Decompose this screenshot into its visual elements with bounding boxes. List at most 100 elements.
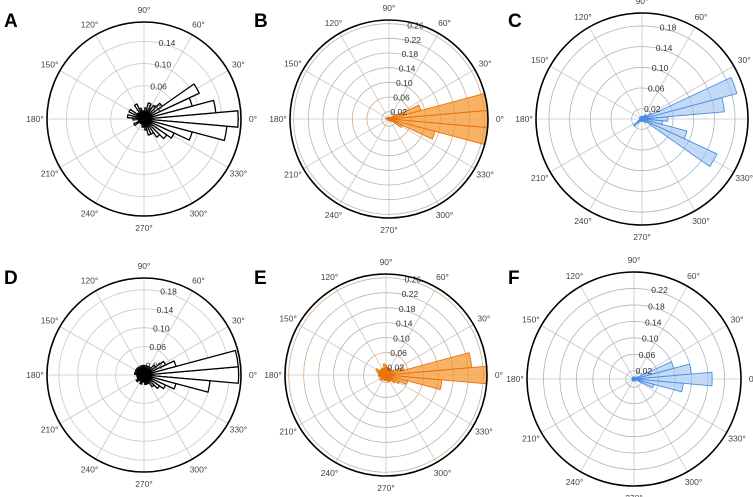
- angle-tick-label: 240°: [574, 216, 592, 226]
- grid-spoke: [143, 374, 193, 460]
- rose-bar: [385, 352, 473, 376]
- radial-tick-label: 0.10: [396, 78, 413, 88]
- angle-tick-label: 150°: [41, 316, 59, 326]
- grid-ring-overlay: [348, 337, 424, 413]
- grid-spoke: [385, 374, 437, 463]
- radial-tick-label: 0.18: [648, 301, 665, 311]
- rose-bar: [143, 110, 239, 128]
- rose-bar: [143, 374, 211, 393]
- angle-tick-label: 180°: [26, 370, 44, 380]
- radial-tick-label: 0.10: [155, 60, 172, 70]
- radial-tick-label: 0.10: [153, 324, 170, 334]
- grid-spoke: [298, 374, 387, 426]
- grid-spoke: [641, 65, 734, 120]
- radial-tick-label: 0.26: [407, 20, 424, 30]
- angle-tick-label: 330°: [476, 170, 494, 180]
- panel-letter: F: [508, 268, 520, 289]
- angle-tick-label: 30°: [232, 316, 245, 326]
- angle-tick-label: 90°: [383, 3, 396, 13]
- radial-tick-label: 0.18: [160, 286, 177, 296]
- polar-frame: [526, 271, 742, 487]
- radial-tick-label: 0.02: [644, 104, 661, 114]
- angle-tick-label: 270°: [625, 493, 643, 497]
- radial-tick-label: 0.10: [652, 63, 669, 73]
- grid-spoke: [335, 287, 387, 376]
- radial-tick-label: 0.06: [393, 92, 410, 102]
- rose-bar: [641, 118, 664, 125]
- angle-tick-label: 30°: [232, 60, 245, 70]
- angle-tick-label: 30°: [479, 59, 492, 69]
- polar-panel-c: C0.020.060.100.140.180°30°60°90°120°150°…: [508, 0, 753, 242]
- angle-tick-label: 330°: [475, 427, 493, 437]
- angle-tick-label: 60°: [436, 272, 449, 282]
- grid-spoke: [59, 374, 145, 424]
- angle-tick-label: 270°: [135, 223, 153, 233]
- angle-tick-label: 60°: [192, 20, 205, 30]
- grid-spoke: [303, 69, 390, 120]
- angle-tick-label: 0°: [496, 114, 504, 124]
- polar-panel-e: E 0.02 0.06 0.10 0.14 0.18 0.22 0.26 0° 30° 60° 90°…: [254, 257, 503, 493]
- radial-tick-label: 0.06: [150, 81, 167, 91]
- rose-bar: [126, 114, 145, 120]
- grid-spoke: [143, 290, 193, 376]
- grid-spoke: [580, 378, 635, 472]
- grid-spoke: [335, 374, 387, 463]
- radial-tick-label: 0.06: [648, 84, 665, 94]
- angle-tick-label: 150°: [279, 314, 297, 324]
- rose-bar: [385, 374, 443, 390]
- radial-tick-label: 0.06: [390, 348, 407, 358]
- rose-bar: [641, 77, 738, 120]
- radial-tick-label: 0.18: [399, 304, 416, 314]
- grid-ring-overlay: [303, 292, 469, 458]
- radial-tick-label: 0.02: [146, 103, 163, 113]
- angle-tick-label: 270°: [377, 483, 395, 493]
- angle-tick-label: 210°: [41, 425, 59, 435]
- grid-spoke: [385, 287, 437, 376]
- grid-spoke: [541, 378, 635, 433]
- angle-tick-label: 180°: [269, 114, 287, 124]
- angle-tick-label: 180°: [515, 114, 533, 124]
- angle-tick-label: 30°: [477, 314, 490, 324]
- grid-ring-overlay: [352, 82, 426, 156]
- angle-tick-label: 210°: [284, 170, 302, 180]
- grid-spoke: [95, 290, 145, 376]
- angle-tick-label: 210°: [531, 173, 549, 183]
- angle-tick-label: 240°: [81, 208, 99, 218]
- radial-tick-label: 0.06: [639, 350, 656, 360]
- grid-spoke: [633, 325, 727, 380]
- angle-tick-label: 60°: [438, 18, 451, 28]
- angle-tick-label: 270°: [135, 479, 153, 489]
- angle-tick-label: 300°: [434, 468, 452, 478]
- angle-tick-label: 120°: [325, 18, 343, 28]
- grid-spoke: [580, 286, 635, 380]
- radial-tick-label: 0.14: [399, 64, 416, 74]
- radial-tick-label: 0.14: [645, 317, 662, 327]
- angle-tick-label: 180°: [26, 114, 44, 124]
- grid-spoke: [388, 118, 439, 205]
- angle-tick-label: 180°: [506, 374, 524, 384]
- angle-tick-label: 0°: [749, 374, 753, 384]
- angle-tick-label: 270°: [633, 232, 651, 242]
- rose-bar: [641, 118, 718, 167]
- grid-ring-overlay: [363, 352, 409, 398]
- polar-panel-f: F 0.02 0.06 0.10 0.14 0.18 0.22 0° 30° 60° 90° 120°…: [506, 255, 753, 497]
- grid-ring-overlay: [381, 111, 397, 127]
- grid-ring-overlay: [543, 288, 725, 470]
- angle-tick-label: 210°: [279, 427, 297, 437]
- grid-spoke: [59, 326, 145, 376]
- rose-bar: [633, 361, 675, 380]
- radial-tick-label: 0.02: [636, 366, 653, 376]
- angle-tick-label: 120°: [321, 272, 339, 282]
- grid-spoke: [633, 286, 688, 380]
- radial-tick-label: 0.22: [651, 285, 668, 295]
- radial-tick-label: 0.26: [405, 275, 422, 285]
- radial-tick-label: 0.18: [402, 49, 419, 59]
- angle-tick-label: 60°: [695, 12, 708, 22]
- radial-tick-label: 0.22: [402, 289, 419, 299]
- grid-spoke: [59, 118, 145, 168]
- radial-tick-label: 0.14: [159, 38, 176, 48]
- polar-frame: [46, 277, 242, 473]
- angle-tick-label: 270°: [380, 225, 398, 235]
- radial-tick-label: 0.02: [387, 363, 404, 373]
- angle-tick-label: 30°: [731, 315, 744, 325]
